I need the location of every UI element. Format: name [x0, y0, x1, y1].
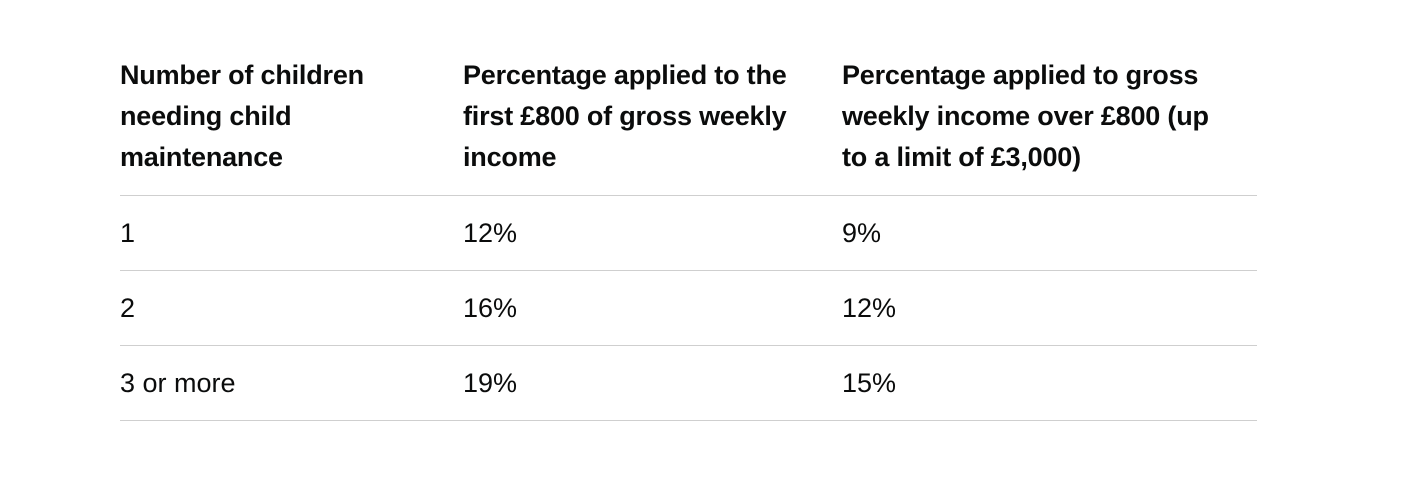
header-percentage-first-800: Percentage applied to the first £800 of …	[463, 0, 842, 196]
cell-percentage-first-800: 16%	[463, 270, 842, 346]
cell-percentage-over-800: 15%	[842, 345, 1257, 421]
cell-children-count: 1	[120, 195, 463, 271]
child-maintenance-rates-table-wrapper: Number of children needing child mainten…	[120, 0, 1257, 421]
header-percentage-over-800: Percentage applied to gross weekly incom…	[842, 0, 1257, 196]
cell-children-count: 3 or more	[120, 345, 463, 421]
table-row: 1 12% 9%	[120, 195, 1257, 271]
header-row: Number of children needing child mainten…	[120, 0, 1257, 196]
cell-percentage-over-800: 9%	[842, 195, 1257, 271]
cell-percentage-first-800: 19%	[463, 345, 842, 421]
cell-percentage-over-800: 12%	[842, 270, 1257, 346]
table-header: Number of children needing child mainten…	[120, 0, 1257, 196]
table-row: 2 16% 12%	[120, 270, 1257, 346]
cell-percentage-first-800: 12%	[463, 195, 842, 271]
header-number-of-children: Number of children needing child mainten…	[120, 0, 463, 196]
table-body: 1 12% 9% 2 16% 12% 3 or more 19% 15%	[120, 195, 1257, 421]
cell-children-count: 2	[120, 270, 463, 346]
child-maintenance-rates-table: Number of children needing child mainten…	[120, 0, 1257, 421]
table-row: 3 or more 19% 15%	[120, 345, 1257, 421]
